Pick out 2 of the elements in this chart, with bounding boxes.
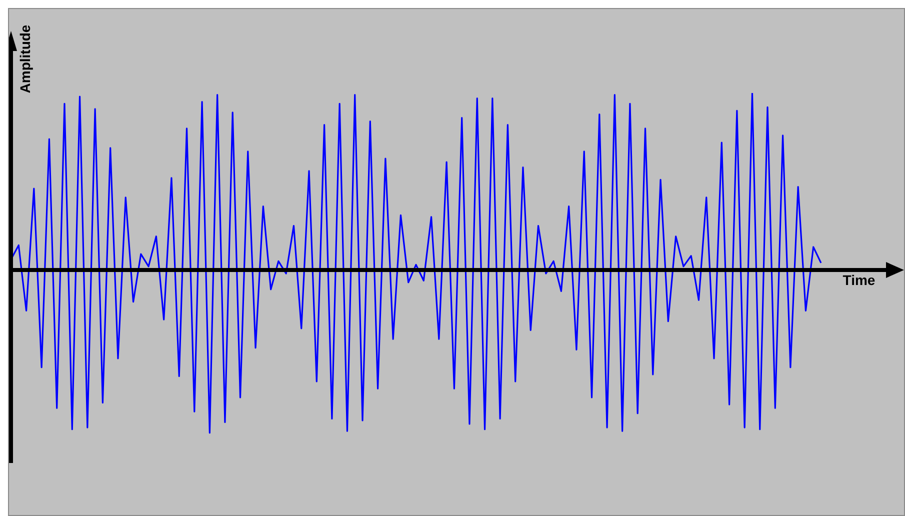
x-axis-title: Time	[842, 272, 876, 288]
y-axis-title: Amplitude	[17, 24, 33, 94]
